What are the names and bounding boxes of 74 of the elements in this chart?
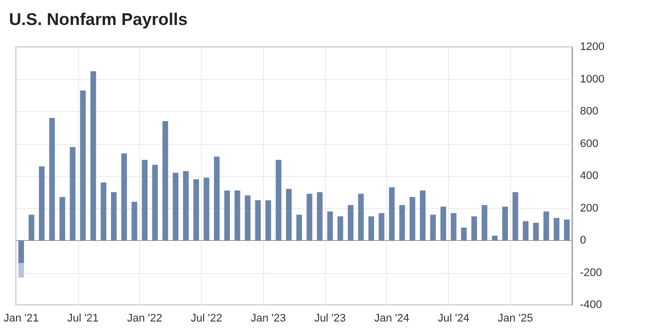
bar: [430, 214, 436, 240]
bar: [214, 156, 220, 240]
bar: [461, 228, 467, 240]
bar: [80, 90, 86, 240]
bar: [533, 222, 539, 240]
bar: [338, 216, 344, 240]
bar: [440, 206, 446, 240]
x-tick-label: Jan '25: [498, 312, 533, 324]
bar: [564, 220, 570, 240]
bar: [60, 196, 66, 240]
bar: [142, 160, 148, 240]
bar: [183, 171, 189, 240]
y-tick-label: 0: [580, 234, 586, 246]
bar: [410, 196, 416, 240]
x-tick-label: Jan '22: [127, 312, 162, 324]
y-tick-label: 600: [580, 138, 598, 150]
bar: [471, 216, 478, 240]
bar: [450, 213, 456, 240]
bar: [276, 160, 282, 240]
bar: [502, 206, 508, 240]
y-tick-label: 400: [580, 170, 598, 182]
bar: [100, 182, 106, 240]
bar: [121, 153, 127, 240]
y-tick-label: 1000: [580, 73, 604, 86]
bar: [327, 211, 333, 240]
bar: [224, 190, 230, 240]
bar: [286, 188, 292, 240]
bar: [512, 192, 518, 240]
bar: [38, 166, 45, 240]
bar: [358, 194, 364, 240]
bar: [296, 214, 302, 240]
bar: [28, 214, 34, 240]
bar: [399, 205, 405, 240]
x-tick-label: Jul '23: [314, 312, 346, 324]
bar: [554, 218, 560, 240]
bar: [522, 221, 528, 240]
y-tick-label: -200: [580, 266, 602, 279]
bar: [482, 205, 488, 240]
bar: [172, 172, 178, 240]
bar: [132, 202, 138, 240]
bar: [90, 71, 96, 240]
bar: [368, 216, 374, 240]
y-tick-label: -400: [580, 299, 602, 311]
bar: [49, 118, 55, 240]
bar: [388, 187, 395, 240]
bar: [378, 213, 384, 240]
y-tick-label: 200: [580, 202, 598, 214]
bar: [70, 146, 76, 240]
bar: [204, 178, 210, 240]
bar: [244, 195, 250, 240]
bar: [18, 263, 24, 278]
chart-title: U.S. Nonfarm Payrolls: [9, 10, 188, 29]
y-tick-label: 800: [580, 106, 598, 118]
bar: [265, 200, 272, 240]
bar: [110, 192, 117, 240]
bar: [152, 164, 158, 240]
x-tick-label: Jul '21: [67, 312, 99, 324]
x-tick-label: Jul '22: [190, 312, 222, 324]
bar: [162, 121, 168, 240]
bar: [316, 192, 323, 240]
bar: [306, 194, 312, 240]
bar: [492, 236, 498, 240]
bar: [234, 190, 240, 240]
bar: [18, 240, 24, 264]
x-tick-label: Jan '21: [4, 312, 39, 324]
bar: [193, 179, 200, 240]
bar: [348, 205, 354, 240]
bar: [420, 190, 426, 240]
y-tick-label: 1200: [580, 41, 604, 53]
x-tick-label: Jan '23: [250, 312, 286, 324]
bar: [543, 211, 550, 240]
x-tick-label: Jan '24: [374, 312, 410, 324]
x-tick-label: Jul '24: [438, 312, 470, 324]
bar: [255, 200, 261, 240]
